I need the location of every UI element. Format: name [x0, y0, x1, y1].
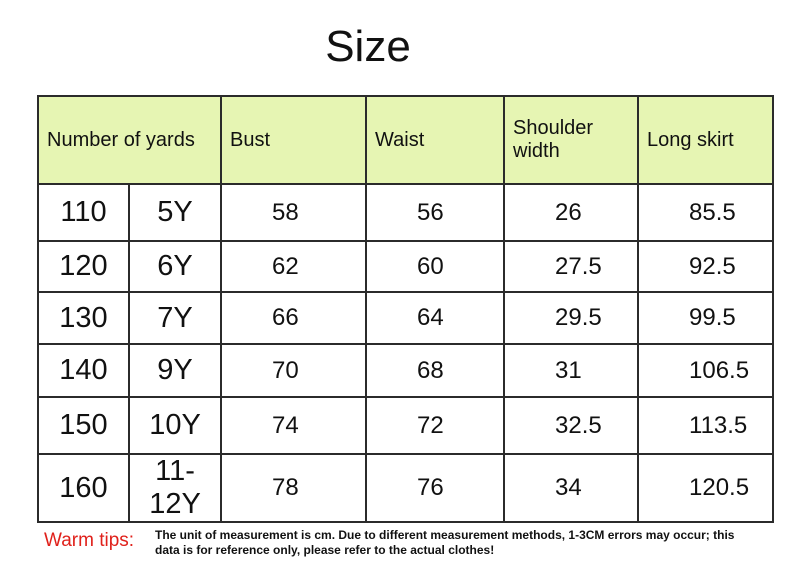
value-cell: 72: [365, 396, 505, 455]
data-row: 140 9Y 70 68 31 106.5: [37, 343, 774, 398]
yard-cell: 120: [37, 240, 130, 293]
value-cell: 113.5: [637, 396, 774, 455]
header-cell: Shoulder width: [503, 95, 639, 185]
header-cell: Long skirt: [637, 95, 774, 185]
title: Size: [325, 22, 411, 71]
value-cell: 85.5: [637, 183, 774, 242]
yard-cell: 10Y: [128, 396, 222, 455]
value-cell: 31: [503, 343, 639, 398]
header-cell: Bust: [220, 95, 367, 185]
data-row: 150 10Y 74 72 32.5 113.5: [37, 396, 774, 455]
value-cell: 99.5: [637, 291, 774, 345]
value-cell: 34: [503, 453, 639, 523]
data-row: 120 6Y 62 60 27.5 92.5: [37, 240, 774, 293]
value-cell: 74: [220, 396, 367, 455]
value-cell: 29.5: [503, 291, 639, 345]
data-row: 130 7Y 66 64 29.5 99.5: [37, 291, 774, 345]
data-row: 160 11-12Y 78 76 34 120.5: [37, 453, 774, 523]
header-cell: Number of yards: [37, 95, 222, 185]
value-cell: 32.5: [503, 396, 639, 455]
value-cell: 62: [220, 240, 367, 293]
yard-cell: 130: [37, 291, 130, 345]
value-cell: 106.5: [637, 343, 774, 398]
yard-cell: 5Y: [128, 183, 222, 242]
yard-cell: 140: [37, 343, 130, 398]
yard-cell: 160: [37, 453, 130, 523]
value-cell: 56: [365, 183, 505, 242]
data-row: 110 5Y 58 56 26 85.5: [37, 183, 774, 242]
yard-cell: 11-12Y: [128, 453, 222, 523]
value-cell: 78: [220, 453, 367, 523]
yard-cell: 9Y: [128, 343, 222, 398]
yard-cell: 7Y: [128, 291, 222, 345]
size-table: Number of yards Bust Waist Shoulder width Lo…: [37, 95, 774, 523]
value-cell: 58: [220, 183, 367, 242]
tips-note: The unit of measurement is cm. Due to di…: [155, 528, 735, 557]
tips-label: Warm tips:: [44, 530, 135, 551]
header-cell: Waist: [365, 95, 505, 185]
header-row: Number of yards Bust Waist Shoulder width Lo…: [37, 95, 774, 185]
value-cell: 68: [365, 343, 505, 398]
value-cell: 60: [365, 240, 505, 293]
value-cell: 27.5: [503, 240, 639, 293]
yard-cell: 150: [37, 396, 130, 455]
value-cell: 66: [220, 291, 367, 345]
value-cell: 64: [365, 291, 505, 345]
yard-cell: 6Y: [128, 240, 222, 293]
yard-cell: 110: [37, 183, 130, 242]
value-cell: 70: [220, 343, 367, 398]
value-cell: 120.5: [637, 453, 774, 523]
value-cell: 76: [365, 453, 505, 523]
value-cell: 26: [503, 183, 639, 242]
value-cell: 92.5: [637, 240, 774, 293]
